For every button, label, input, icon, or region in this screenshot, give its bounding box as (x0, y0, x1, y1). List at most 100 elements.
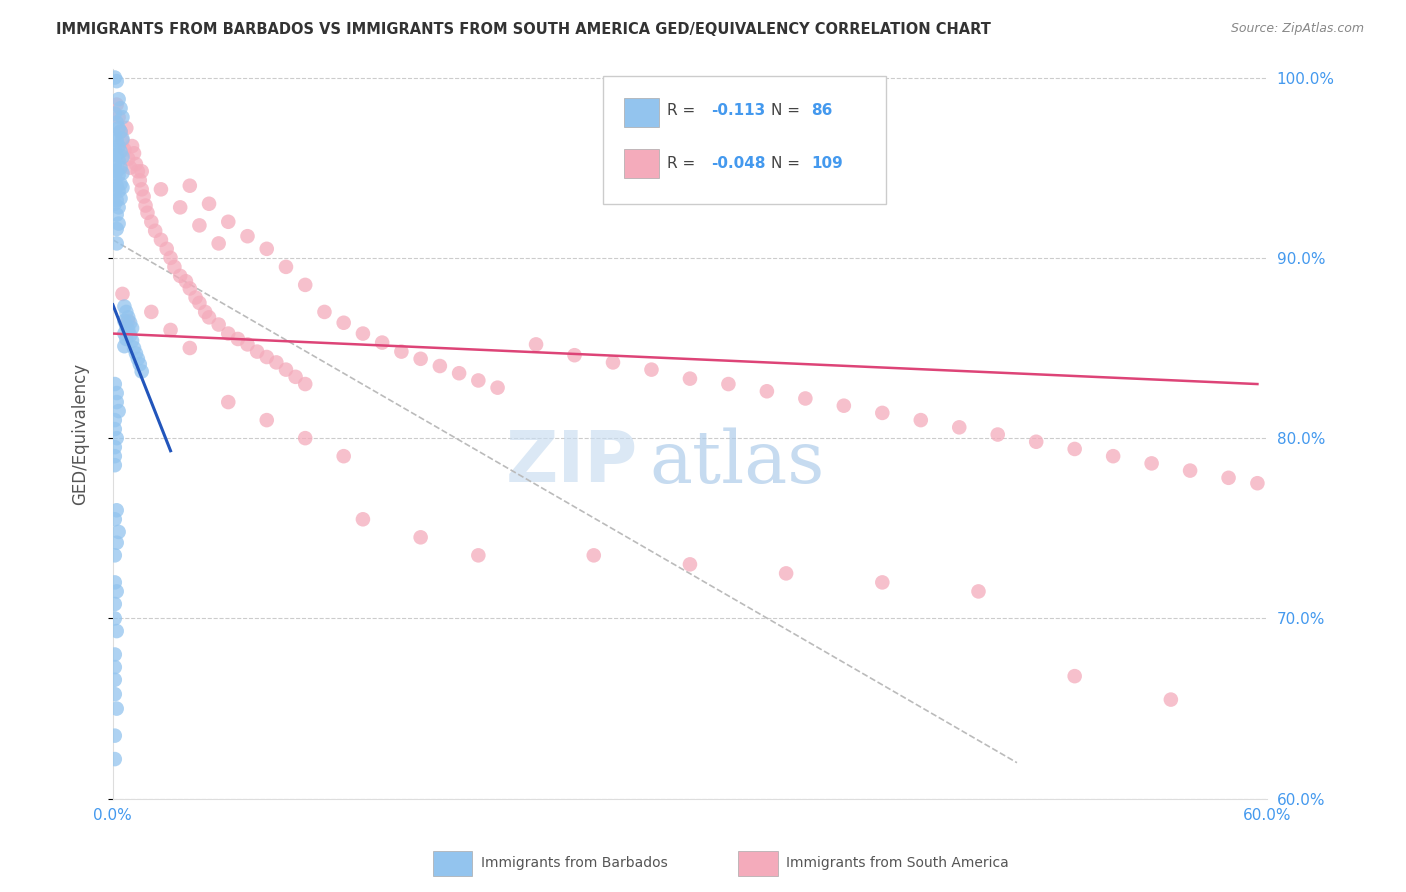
Text: R =: R = (666, 156, 700, 171)
Point (104, 413, 127, 427)
Point (467, 549, 489, 563)
Point (112, 326, 135, 341)
Point (1063, 442, 1085, 456)
Point (105, 164, 128, 178)
Point (246, 344, 269, 359)
Point (208, 236, 231, 251)
Point (149, 233, 172, 247)
Point (284, 369, 307, 384)
Point (256, 350, 278, 364)
Point (141, 215, 163, 229)
Point (143, 224, 166, 238)
Point (105, 148, 128, 162)
Point (110, 145, 132, 159)
Point (755, 384, 778, 399)
Point (131, 182, 153, 196)
Text: IMMIGRANTS FROM BARBADOS VS IMMIGRANTS FROM SOUTH AMERICA GED/EQUIVALENCY CORREL: IMMIGRANTS FROM BARBADOS VS IMMIGRANTS F… (56, 22, 991, 37)
Point (967, 584, 990, 599)
Text: -0.048: -0.048 (710, 156, 765, 171)
Text: 109: 109 (811, 156, 842, 171)
Point (111, 134, 134, 148)
Point (104, 377, 127, 392)
Text: Immigrants from South America: Immigrants from South America (786, 856, 1008, 871)
Point (409, 351, 432, 366)
Point (188, 219, 211, 233)
Point (169, 200, 191, 214)
Point (449, 366, 471, 380)
Point (1102, 449, 1125, 463)
Point (105, 222, 128, 236)
Y-axis label: GED/Equivalency: GED/Equivalency (72, 362, 89, 505)
Point (107, 153, 129, 168)
Point (131, 164, 153, 178)
Point (149, 182, 172, 196)
Point (105, 535, 128, 549)
Point (117, 323, 139, 337)
Point (910, 413, 932, 427)
Point (159, 251, 181, 265)
Point (121, 139, 143, 153)
Point (104, 549, 127, 563)
Point (141, 305, 163, 319)
Point (112, 300, 135, 314)
Point (121, 334, 143, 348)
Point (1063, 669, 1085, 683)
Point (105, 395, 128, 409)
Point (117, 314, 139, 328)
Point (159, 323, 181, 337)
Point (163, 260, 186, 274)
Point (179, 341, 201, 355)
Point (128, 173, 150, 187)
Point (1178, 464, 1201, 478)
Point (107, 404, 129, 418)
Point (429, 359, 451, 373)
Point (564, 348, 586, 362)
Point (104, 660, 127, 674)
Text: atlas: atlas (650, 427, 825, 498)
Point (136, 206, 159, 220)
Point (105, 193, 128, 207)
Point (948, 420, 970, 434)
Point (104, 449, 127, 463)
Point (125, 157, 148, 171)
Point (184, 291, 207, 305)
Point (105, 134, 128, 148)
Point (115, 121, 138, 136)
Point (104, 196, 127, 211)
Point (117, 310, 139, 325)
FancyBboxPatch shape (624, 149, 659, 178)
Point (208, 318, 231, 332)
Point (115, 305, 138, 319)
Point (775, 566, 797, 581)
Text: Immigrants from Barbados: Immigrants from Barbados (481, 856, 668, 871)
Point (104, 752, 127, 766)
Point (256, 413, 278, 427)
Point (371, 335, 394, 350)
Point (104, 440, 127, 454)
Text: Source: ZipAtlas.com: Source: ZipAtlas.com (1230, 22, 1364, 36)
Point (640, 362, 662, 376)
Point (104, 182, 127, 196)
Point (127, 351, 149, 366)
Point (105, 115, 128, 129)
Point (107, 121, 129, 136)
Point (179, 281, 201, 295)
Point (486, 381, 509, 395)
Point (105, 386, 128, 401)
Point (110, 191, 132, 205)
Point (352, 326, 374, 341)
Point (105, 431, 128, 445)
Point (1246, 476, 1268, 491)
Point (256, 242, 278, 256)
Point (112, 314, 135, 328)
Point (107, 168, 129, 182)
Point (115, 332, 138, 346)
Point (135, 198, 157, 212)
Point (467, 374, 489, 388)
Point (236, 229, 259, 244)
Point (107, 139, 129, 153)
Point (105, 624, 128, 638)
Point (122, 341, 145, 355)
Text: -0.113: -0.113 (710, 103, 765, 119)
Point (120, 316, 142, 330)
